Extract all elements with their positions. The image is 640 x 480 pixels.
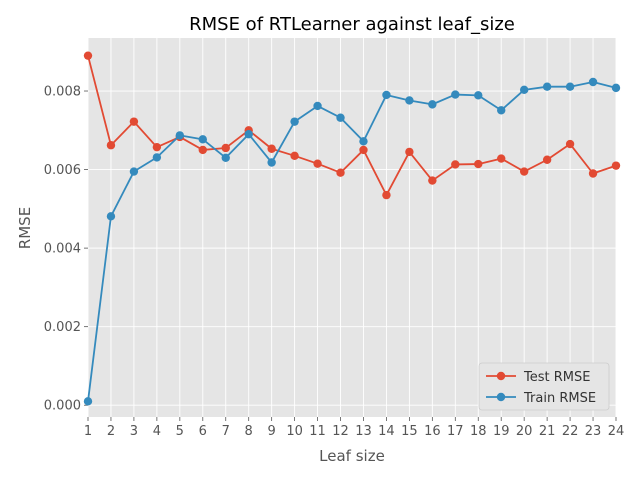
legend-test-marker (496, 371, 506, 381)
x-tick-label: 9 (268, 424, 276, 439)
x-tick-label: 22 (562, 424, 579, 439)
test-rmse-point (451, 160, 460, 169)
legend: Test RMSE Train RMSE (478, 362, 610, 411)
test-rmse-point (129, 117, 139, 126)
train-rmse-point (290, 117, 299, 126)
test-rmse-point (382, 190, 391, 200)
test-rmse-point (542, 155, 552, 164)
x-tick-label: 23 (585, 424, 602, 439)
test-rmse-point (428, 176, 437, 185)
x-tick-label: 20 (516, 424, 533, 439)
train-rmse-point (221, 153, 230, 162)
y-axis-ticks: 0.000 0.002 0.004 0.006 0.008 (44, 85, 88, 414)
train-rmse-point (405, 96, 414, 105)
test-rmse-point (221, 143, 230, 153)
test-rmse-point (290, 151, 299, 161)
x-tick-label: 5 (176, 424, 184, 439)
test-rmse-point (519, 167, 529, 176)
train-rmse-point (474, 91, 483, 100)
x-tick-label: 14 (378, 424, 395, 439)
test-rmse-point (405, 147, 414, 157)
x-tick-label: 4 (153, 424, 161, 439)
train-rmse-point (129, 167, 139, 176)
chart-title: RMSE of RTLearner against leaf_size (189, 14, 515, 35)
train-rmse-point (313, 101, 322, 111)
train-rmse-point (336, 113, 345, 122)
x-tick-label: 16 (424, 424, 441, 439)
train-rmse-point (542, 82, 552, 91)
legend-train-label: Train RMSE (523, 391, 596, 406)
train-rmse-point (428, 100, 437, 109)
train-rmse-point (83, 397, 93, 406)
train-rmse-point (451, 90, 460, 99)
test-rmse-point (359, 145, 368, 155)
x-tick-label: 1 (84, 424, 92, 439)
test-rmse-point (152, 142, 162, 152)
x-tick-label: 3 (130, 424, 138, 439)
y-tick-label: 0.002 (44, 320, 81, 335)
train-rmse-point (565, 82, 575, 91)
train-rmse-point (519, 85, 529, 95)
test-rmse-point (198, 145, 207, 155)
train-rmse-point (175, 131, 185, 140)
x-tick-label: 19 (493, 424, 510, 439)
legend-train-marker (496, 392, 506, 402)
test-rmse-point (611, 161, 621, 170)
legend-test-label: Test RMSE (523, 370, 590, 385)
test-rmse-point (336, 168, 345, 177)
train-rmse-point (198, 135, 207, 144)
series-layer (83, 51, 621, 406)
test-rmse-point (565, 139, 575, 149)
plot-area-background (88, 38, 616, 417)
train-rmse-point (267, 158, 276, 167)
test-rmse-point (313, 159, 322, 168)
y-tick-label: 0.000 (44, 399, 81, 414)
test-rmse-point (588, 169, 598, 178)
train-rmse-point (382, 90, 391, 100)
x-tick-label: 17 (447, 424, 464, 439)
x-axis-ticks: 1 2 3 4 5 6 7 8 9 10 11 12 13 14 15 16 17 18 19 20 21 22 23 24 (84, 417, 624, 439)
test-rmse-point (497, 154, 506, 163)
x-tick-label: 8 (245, 424, 253, 439)
train-rmse-point (611, 83, 621, 93)
train-rmse-point (359, 137, 368, 146)
x-tick-label: 21 (539, 424, 556, 439)
test-rmse-point (106, 141, 116, 150)
x-tick-label: 10 (286, 424, 303, 439)
x-tick-label: 24 (608, 424, 625, 439)
x-tick-label: 2 (107, 424, 115, 439)
train-rmse-point (588, 77, 598, 87)
test-rmse-point (474, 159, 483, 169)
x-tick-label: 13 (355, 424, 372, 439)
y-tick-label: 0.004 (44, 242, 81, 257)
x-tick-label: 11 (309, 424, 326, 439)
train-rmse-point (244, 130, 253, 139)
train-rmse-point (497, 106, 506, 115)
x-tick-label: 12 (332, 424, 349, 439)
train-rmse-point (152, 153, 162, 162)
y-tick-label: 0.006 (44, 163, 81, 178)
x-tick-label: 6 (199, 424, 207, 439)
x-tick-label: 18 (470, 424, 487, 439)
legend-box (478, 362, 610, 411)
y-axis-label: RMSE (16, 207, 34, 249)
y-tick-label: 0.008 (44, 85, 81, 100)
train-rmse-point (106, 212, 116, 221)
x-tick-label: 7 (222, 424, 230, 439)
test-rmse-point (267, 144, 276, 153)
x-axis-label: Leaf size (319, 447, 385, 465)
x-tick-label: 15 (401, 424, 418, 439)
test-rmse-point (83, 51, 93, 60)
